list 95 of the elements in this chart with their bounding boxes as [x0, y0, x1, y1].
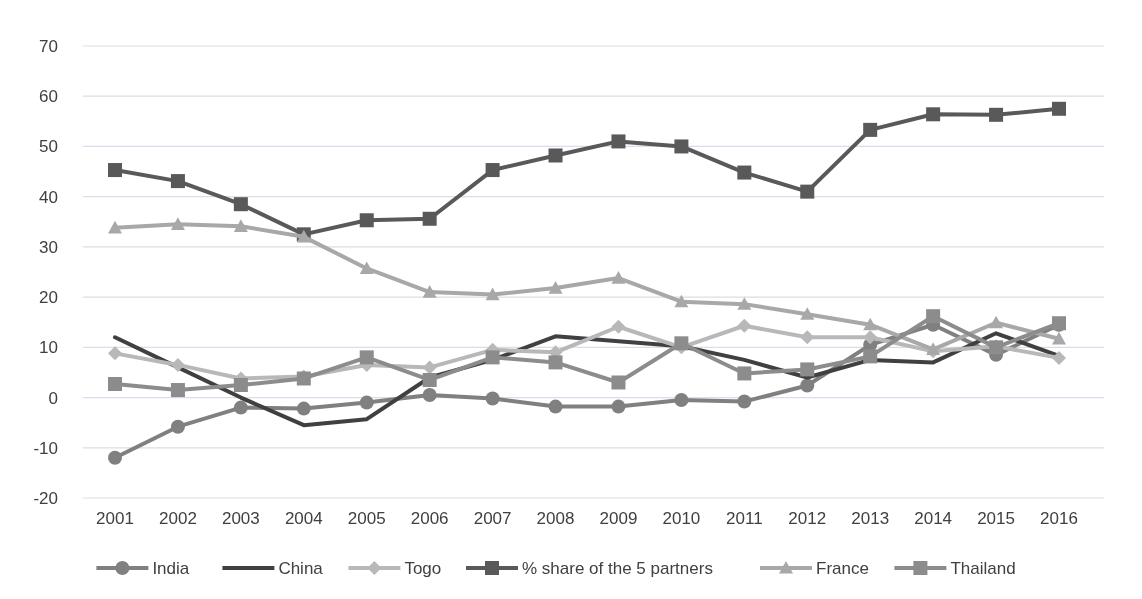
- point: [926, 107, 941, 122]
- point: [611, 375, 626, 390]
- point: [800, 330, 815, 345]
- point: [674, 336, 689, 351]
- x-tick-label: 2011: [726, 509, 763, 528]
- point: [296, 401, 311, 416]
- legend-label: % share of the 5 partners: [522, 558, 713, 578]
- point: [485, 391, 500, 406]
- point: [233, 219, 248, 232]
- point: [611, 319, 626, 334]
- x-tick-label: 2012: [788, 509, 827, 528]
- point: [359, 350, 374, 365]
- point: [170, 217, 185, 230]
- point: [1052, 331, 1066, 345]
- x-tick-label: 2009: [599, 509, 638, 528]
- point: [422, 360, 437, 375]
- x-tick-label: 2010: [662, 509, 701, 528]
- y-tick-label: 60: [39, 87, 58, 107]
- point: [548, 399, 563, 414]
- point: [422, 211, 437, 226]
- point: [233, 378, 248, 392]
- point: [926, 342, 941, 355]
- point: [548, 355, 563, 370]
- y-tick-label: 10: [39, 338, 58, 358]
- point: [233, 400, 248, 415]
- point: [863, 349, 878, 364]
- x-tick-label: 2006: [410, 509, 449, 528]
- point: [863, 330, 878, 345]
- y-tick-label: 0: [48, 388, 58, 408]
- point: [800, 378, 815, 393]
- point: [611, 399, 626, 414]
- y-tick-label: 40: [39, 187, 58, 207]
- point: [359, 213, 374, 228]
- point: [737, 165, 752, 180]
- point: [170, 357, 185, 372]
- point: [737, 318, 752, 333]
- legend-label: India: [152, 558, 190, 578]
- point: [863, 317, 878, 331]
- point: [674, 139, 689, 154]
- point: [422, 285, 437, 298]
- point: [1052, 101, 1066, 116]
- legend-label: China: [278, 558, 324, 578]
- point: [485, 163, 500, 178]
- x-tick-label: 2016: [1040, 509, 1078, 528]
- point: [989, 315, 1004, 329]
- legend-label: Togo: [404, 558, 442, 578]
- point: [926, 309, 941, 324]
- point: [737, 366, 752, 381]
- point: [422, 388, 437, 403]
- x-tick-label: 2005: [347, 509, 386, 528]
- point: [611, 271, 626, 284]
- point: [170, 383, 185, 398]
- point: [108, 377, 122, 391]
- point: [485, 287, 500, 301]
- x-tick-label: 2003: [221, 509, 260, 528]
- point: [548, 148, 563, 163]
- y-tick-label: -10: [33, 438, 58, 458]
- point: [548, 281, 563, 294]
- point: [800, 362, 815, 377]
- point: [170, 419, 185, 434]
- point: [863, 122, 878, 137]
- x-tick-label: 2001: [96, 509, 134, 528]
- legend-label: France: [816, 558, 869, 578]
- x-tick-label: 2004: [284, 509, 323, 528]
- point: [737, 394, 752, 409]
- point: [233, 197, 248, 212]
- point: [485, 350, 500, 365]
- point: [737, 297, 752, 310]
- y-tick-label: 50: [39, 137, 58, 157]
- x-tick-label: 2002: [159, 509, 197, 528]
- x-tick-label: 2014: [914, 509, 953, 528]
- point: [674, 294, 689, 308]
- point: [108, 450, 122, 465]
- point: [359, 395, 374, 410]
- point: [108, 346, 122, 361]
- point: [1052, 350, 1066, 365]
- x-tick-label: 2015: [977, 509, 1015, 528]
- point: [108, 220, 122, 234]
- y-tick-label: 30: [39, 237, 58, 257]
- point: [170, 174, 185, 189]
- point: [800, 184, 815, 199]
- x-tick-label: 2013: [851, 509, 890, 528]
- legend-label: Thailand: [950, 558, 1016, 578]
- point: [989, 107, 1004, 122]
- x-tick-label: 2008: [536, 509, 575, 528]
- point: [359, 261, 374, 275]
- point: [674, 393, 689, 408]
- point: [611, 134, 626, 149]
- x-tick-label: 2007: [473, 509, 512, 528]
- point: [422, 372, 437, 387]
- y-tick-label: 70: [39, 36, 58, 56]
- y-tick-label: 20: [39, 288, 58, 308]
- y-tick-label: -20: [33, 488, 58, 508]
- point: [800, 307, 815, 320]
- point: [108, 163, 122, 178]
